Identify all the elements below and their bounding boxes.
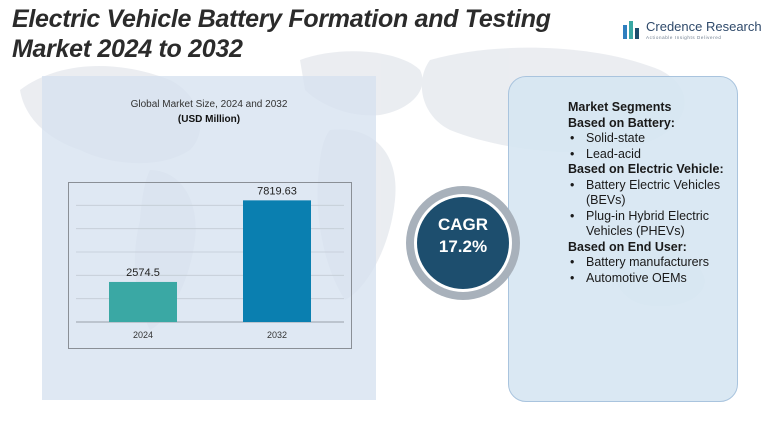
chart-frame — [68, 182, 352, 349]
segment-list: Solid-state Lead-acid — [568, 131, 736, 162]
brand-logo: Credence Research Actionable Insights De… — [622, 16, 762, 44]
data-label-2024: 2574.5 — [126, 267, 160, 279]
credence-logo-icon — [623, 21, 639, 39]
chart-panel: Global Market Size, 2024 and 2032 (USD M… — [42, 76, 376, 400]
segment-item: Solid-state — [568, 131, 736, 147]
chart-heading: Global Market Size, 2024 and 2032 — [130, 99, 288, 110]
title-line-2: Market 2024 to 2032 — [12, 35, 243, 63]
segment-item: Automotive OEMs — [568, 271, 736, 287]
cagr-label: CAGR — [437, 215, 489, 234]
segment-group-title: Based on Electric Vehicle: — [568, 162, 724, 176]
tick-label-2024: 2024 — [133, 330, 153, 340]
segments-title: Market Segments — [568, 100, 672, 114]
tick-label-2032: 2032 — [267, 330, 287, 340]
segment-list: Battery manufacturers Automotive OEMs — [568, 255, 736, 286]
cagr-badge — [406, 186, 520, 300]
chart-unit: (USD Million) — [177, 114, 241, 125]
bar-chart: 2574.5 2024 7819.63 2032 — [68, 182, 352, 349]
page-title: Electric Vehicle Battery Formation and T… — [12, 4, 612, 64]
brand-tagline: Actionable Insights Delivered — [646, 34, 722, 40]
segment-item: Battery Electric Vehicles (BEVs) — [568, 178, 736, 209]
bar-2024 — [109, 281, 177, 322]
cagr-value: 17.2% — [438, 237, 488, 256]
segment-group-title: Based on End User: — [568, 239, 687, 254]
segment-item: Lead-acid — [568, 147, 736, 163]
segment-list: Battery Electric Vehicles (BEVs) Plug-in… — [568, 178, 736, 240]
cagr-text: CAGR 17.2% — [420, 214, 506, 258]
title-line-1: Electric Vehicle Battery Formation and T… — [12, 5, 551, 33]
segments-content: Market Segments Based on Battery: Solid-… — [568, 100, 736, 286]
data-label-2032: 7819.63 — [257, 185, 297, 197]
segment-item: Battery manufacturers — [568, 255, 736, 271]
bar-2032 — [243, 200, 311, 322]
segment-group-title: Based on Battery: — [568, 115, 675, 130]
segment-item: Plug-in Hybrid Electric Vehicles (PHEVs) — [568, 209, 736, 240]
brand-name: Credence Research — [646, 18, 762, 34]
